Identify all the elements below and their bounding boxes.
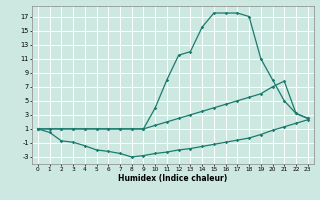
X-axis label: Humidex (Indice chaleur): Humidex (Indice chaleur) [118, 174, 228, 183]
